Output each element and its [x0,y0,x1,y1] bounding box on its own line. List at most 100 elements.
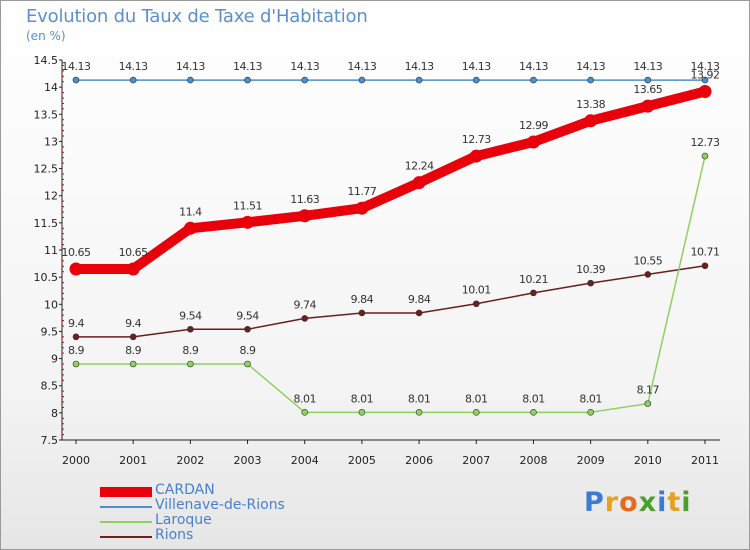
chart-title: Evolution du Taux de Taxe d'Habitation [26,6,368,27]
x-tick-label: 2007 [462,454,490,467]
y-tick-label: 14 [44,81,58,94]
data-point [469,149,483,163]
data-label: 8.01 [408,392,431,405]
y-tick-label: 8 [51,407,58,420]
data-point [701,152,709,160]
data-label: 13.38 [576,98,605,111]
y-tick-label: 12.5 [34,163,59,176]
y-tick-label: 7.5 [41,434,59,447]
data-label: 9.74 [293,298,316,311]
data-label: 8.9 [240,344,256,357]
data-point [530,409,537,416]
x-tick-label: 2010 [634,454,662,467]
data-label: 9.84 [351,293,374,306]
series-line-laroque [75,155,706,414]
data-label: 8.01 [579,392,602,405]
y-tick-label: 10 [44,298,58,311]
brand-letter: i [681,487,692,518]
data-label: 10.39 [576,263,605,276]
brand-letter: r [604,487,620,518]
data-label: 14.13 [62,60,91,73]
data-point [587,76,594,84]
data-point [701,262,709,270]
data-point [644,76,652,84]
y-tick-label: 14.5 [34,54,59,67]
data-point [301,76,309,84]
brand-letter: t [667,487,682,518]
data-point [244,360,251,368]
data-label: 14.13 [290,60,319,73]
data-label: 14.13 [347,60,376,73]
data-label: 12.24 [405,160,434,173]
x-tick-label: 2009 [577,454,605,467]
brand-letter: i [657,487,668,518]
data-point [472,300,480,308]
y-tick-label: 11.5 [34,217,59,230]
data-label: 8.9 [125,344,141,357]
data-point [129,76,137,84]
brand-letter: P [584,487,605,518]
data-label: 13.92 [691,68,720,81]
data-label: 12.73 [691,136,720,149]
data-point [72,360,80,368]
data-point [415,76,423,84]
data-point [241,215,255,229]
data-point [129,333,137,341]
data-point [415,309,423,317]
data-label: 14.13 [691,60,720,73]
data-point [644,271,652,278]
data-point [472,76,480,84]
data-point [415,409,423,416]
data-label: 8.01 [351,392,374,405]
data-label: 8.17 [637,384,660,397]
chart-subtitle: (en %) [26,29,66,43]
data-point [701,76,709,84]
data-point [129,360,137,368]
data-label: 10.55 [633,254,662,267]
data-point [72,333,80,341]
data-label: 9.84 [408,293,431,306]
y-tick-label: 13.5 [34,108,59,121]
data-point [187,360,194,368]
data-point [187,76,194,84]
data-point [244,76,251,84]
data-point [244,325,251,333]
data-label: 14.13 [233,60,262,73]
data-point [69,262,83,276]
data-label: 9.4 [68,317,84,330]
y-tick-label: 13 [44,135,58,148]
x-tick-label: 2003 [234,454,262,467]
y-tick-label: 8.5 [41,380,59,393]
data-label: 11.51 [233,199,262,212]
data-point [355,201,369,215]
data-label: 8.01 [465,392,488,405]
x-tick-label: 2011 [691,454,719,467]
y-tick-label: 11 [44,244,58,257]
data-point [641,99,655,113]
data-label: 8.9 [68,344,84,357]
data-label: 13.65 [633,83,662,96]
brand-letter: o [619,487,639,518]
data-point [183,221,197,235]
y-tick-label: 9.5 [41,325,59,338]
data-label: 12.99 [519,119,548,132]
x-tick-label: 2008 [519,454,547,467]
legend-label: CARDAN [155,482,215,498]
data-label: 10.65 [119,246,148,259]
data-label: 9.54 [236,309,259,322]
series-line-cardan [71,86,710,274]
data-point [126,262,140,276]
data-label: 8.01 [293,392,316,405]
data-label: 14.13 [405,60,434,73]
data-label: 14.13 [519,60,548,73]
data-point [530,76,537,84]
legend-swatch [100,487,152,497]
legend-label: Villenave-de-Rions [155,497,285,513]
data-label: 10.01 [462,284,491,297]
legend-label: Rions [155,527,194,543]
data-label: 12.73 [462,133,491,146]
data-label: 11.4 [179,205,202,218]
data-label: 14.13 [576,60,605,73]
